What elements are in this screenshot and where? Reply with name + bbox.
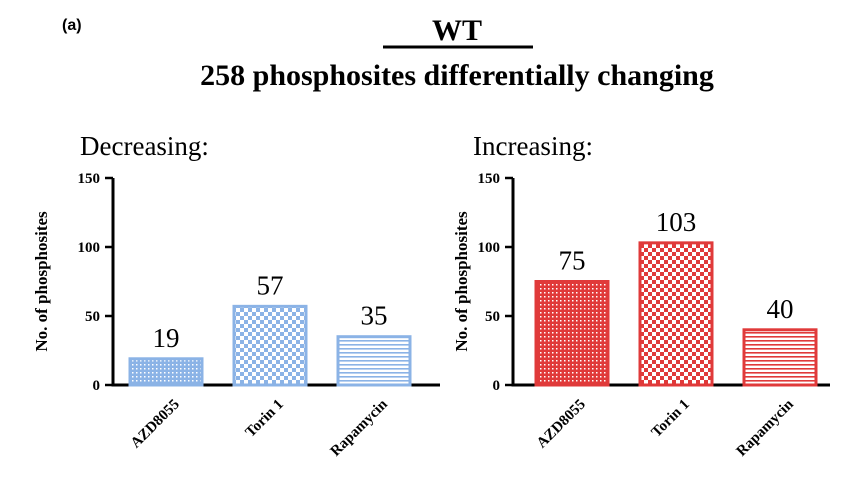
y-axis-label: No. of phosphosites <box>452 211 471 352</box>
y-tick-label: 50 <box>85 309 100 325</box>
x-tick-label: AZD8055 <box>534 397 589 452</box>
y-tick-label: 100 <box>478 240 501 256</box>
bar-rapamycin <box>336 335 412 387</box>
y-tick-label: 150 <box>478 171 501 187</box>
bar-value-label: 40 <box>767 294 794 324</box>
bar-rapamycin <box>742 328 818 387</box>
y-tick-label: 100 <box>78 240 101 256</box>
x-tick-label: Rapamycin <box>328 396 392 460</box>
bar-value-label: 75 <box>559 246 586 276</box>
bar-value-label: 35 <box>361 301 388 331</box>
x-tick-label: Torin 1 <box>649 397 693 441</box>
y-tick-label: 50 <box>485 309 500 325</box>
x-tick-label: AZD8055 <box>128 397 183 452</box>
bar-torin-1 <box>638 241 714 387</box>
increasing-chart: Increasing: No. of phosphosites 0 50 100 150 7… <box>452 131 830 460</box>
bar-value-label: 57 <box>257 270 284 300</box>
decreasing-chart: Decreasing: No. of phosphosites 0 50 100 150 1… <box>32 131 440 460</box>
bar-value-label: 19 <box>153 323 180 353</box>
bar-torin-1 <box>232 304 308 387</box>
x-tick-label: Rapamycin <box>734 396 798 460</box>
y-tick-label: 150 <box>78 171 101 187</box>
chart-title: Decreasing: <box>80 131 209 161</box>
y-tick-label: 0 <box>493 378 501 394</box>
figure-title-wt: WT <box>432 14 482 47</box>
x-tick-label: Torin 1 <box>243 397 287 441</box>
y-tick-label: 0 <box>93 378 101 394</box>
chart-title: Increasing: <box>473 131 593 161</box>
bar-azd8055 <box>128 357 204 387</box>
bar-azd8055 <box>534 280 610 387</box>
bar-value-label: 103 <box>656 207 697 237</box>
figure-subtitle: 258 phosphosites differentially changing <box>200 59 714 92</box>
y-axis-label: No. of phosphosites <box>32 211 51 352</box>
panel-label: (a) <box>62 17 82 34</box>
